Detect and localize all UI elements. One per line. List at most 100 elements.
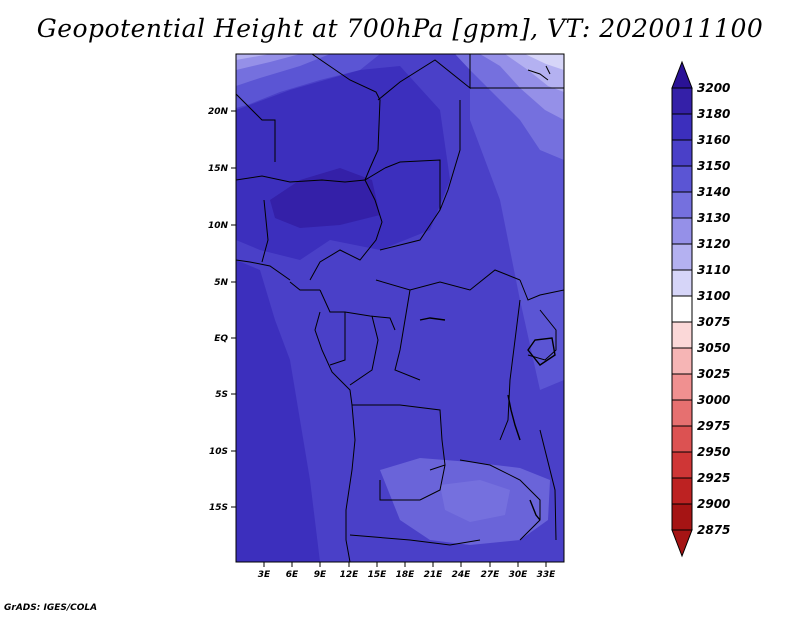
border-mali-mauritania xyxy=(236,93,276,162)
lat-label: 5N xyxy=(214,278,228,288)
colorbar-label: 2975 xyxy=(697,419,730,433)
field-ne-3100 xyxy=(525,54,564,70)
colorbar-label: 3025 xyxy=(697,367,730,381)
border-angola-north xyxy=(352,404,446,471)
colorbar-segment xyxy=(671,477,693,505)
border-nigeria-east xyxy=(309,179,383,281)
lon-label: 21E xyxy=(424,570,444,580)
lat-label: 5S xyxy=(215,390,228,400)
colorbar-segment xyxy=(671,321,693,349)
border-congo-drc xyxy=(349,315,379,386)
lon-label: 30E xyxy=(509,570,529,580)
field-west-3160 xyxy=(236,260,320,562)
coast-angola xyxy=(345,404,356,562)
grads-credit: GrADS: IGES/COLA xyxy=(4,603,98,613)
coast-gabon-congo xyxy=(314,311,353,406)
colorbar-segment xyxy=(671,347,693,375)
border-cameroon-gabon xyxy=(319,289,396,331)
lon-label: 33E xyxy=(537,570,557,580)
field-south-3130 xyxy=(440,480,510,522)
colorbar-segment xyxy=(671,139,693,167)
colorbar-segment xyxy=(671,503,693,531)
lon-label: 6E xyxy=(286,570,299,580)
lon-label: 27E xyxy=(481,570,501,580)
border-south-sudan xyxy=(519,279,564,301)
height-field xyxy=(236,54,564,562)
border-angola-zambia xyxy=(379,464,446,501)
colorbar-label: 3075 xyxy=(697,315,730,329)
colorbar-label: 3200 xyxy=(697,81,730,95)
colorbar-segment xyxy=(671,217,693,245)
colorbar-segment xyxy=(671,87,693,115)
lat-label: 10N xyxy=(208,221,229,231)
colorbar-segment xyxy=(671,451,693,479)
border-benin xyxy=(261,199,269,263)
borders xyxy=(236,54,564,562)
colorbar-label: 3130 xyxy=(697,211,730,225)
colorbar-label: 3000 xyxy=(697,393,730,407)
plot-frame xyxy=(235,53,565,563)
colorbar-label: 3140 xyxy=(697,185,730,199)
coast-mozambique xyxy=(539,429,557,541)
coast-red-sea xyxy=(527,65,551,81)
colorbar-label: 2950 xyxy=(697,445,730,459)
colorbar-label: 3120 xyxy=(697,237,730,251)
field-chad-3170 xyxy=(270,168,380,228)
colorbar-segment xyxy=(671,113,693,141)
border-namibia xyxy=(349,534,481,546)
border-car xyxy=(375,269,521,291)
lat-label: 20N xyxy=(208,107,229,117)
colorbar: 3200 3180 3160 3150 3140 3130 3120 3110 3100 3075… xyxy=(671,60,730,558)
lon-label: 3E xyxy=(258,570,271,580)
colorbar-label: 2900 xyxy=(697,497,730,511)
lake-tanganyika xyxy=(507,394,521,441)
colorbar-bottom-arrow xyxy=(671,529,693,558)
lon-label: 18E xyxy=(396,570,416,580)
border-algeria-niger xyxy=(311,54,381,181)
lon-label: 15E xyxy=(368,570,388,580)
colorbar-label: 3160 xyxy=(697,133,730,147)
colorbar-segment xyxy=(671,243,693,271)
colorbar-label: 3150 xyxy=(697,159,730,173)
border-drc-east xyxy=(499,299,521,441)
river-congo xyxy=(419,317,446,321)
border-gabon-congo xyxy=(329,312,346,366)
colorbar-top-arrow xyxy=(671,60,693,89)
colorbar-label: 3110 xyxy=(697,263,730,277)
lat-label: EQ xyxy=(214,334,228,344)
colorbar-label: 2875 xyxy=(697,523,730,537)
field-nw-3110 xyxy=(236,54,270,60)
colorbar-segment xyxy=(671,165,693,193)
colorbar-segment xyxy=(671,269,693,297)
coast-gulf-guinea xyxy=(289,281,320,291)
colorbar-segment xyxy=(671,191,693,219)
colorbar-label: 3050 xyxy=(697,341,730,355)
colorbar-segment xyxy=(671,295,693,323)
field-nw-3120 xyxy=(236,54,300,70)
colorbar-segment xyxy=(671,373,693,401)
colorbar-segment xyxy=(671,399,693,427)
colorbar-label: 3100 xyxy=(697,289,730,303)
lon-label: 24E xyxy=(452,570,472,580)
map-title: Geopotential Height at 700hPa [gpm], VT:… xyxy=(36,14,764,43)
lake-malawi xyxy=(529,499,541,521)
lon-label: 9E xyxy=(314,570,327,580)
lon-axis: 3E 6E 9E 12E 15E 18E 21E 24E 27E 30E 33E xyxy=(258,562,556,580)
lake-victoria xyxy=(527,337,556,366)
lat-label: 15N xyxy=(208,164,229,174)
border-drc-west xyxy=(394,289,421,381)
colorbar-label: 2925 xyxy=(697,471,730,485)
border-libya xyxy=(377,54,471,101)
lat-label: 10S xyxy=(209,447,228,457)
border-sudan-chad xyxy=(439,100,461,211)
lakes xyxy=(419,317,556,521)
lat-label: 15S xyxy=(209,503,228,513)
border-zambia-mozambique xyxy=(459,459,541,541)
lake-victoria-region xyxy=(527,309,557,361)
coast-west-africa xyxy=(236,259,291,281)
lat-axis: 20N 15N 10N 5N EQ 5S 10S 15S xyxy=(208,107,236,513)
lon-label: 12E xyxy=(340,570,360,580)
colorbar-segment xyxy=(671,425,693,453)
colorbar-label: 3180 xyxy=(697,107,730,121)
